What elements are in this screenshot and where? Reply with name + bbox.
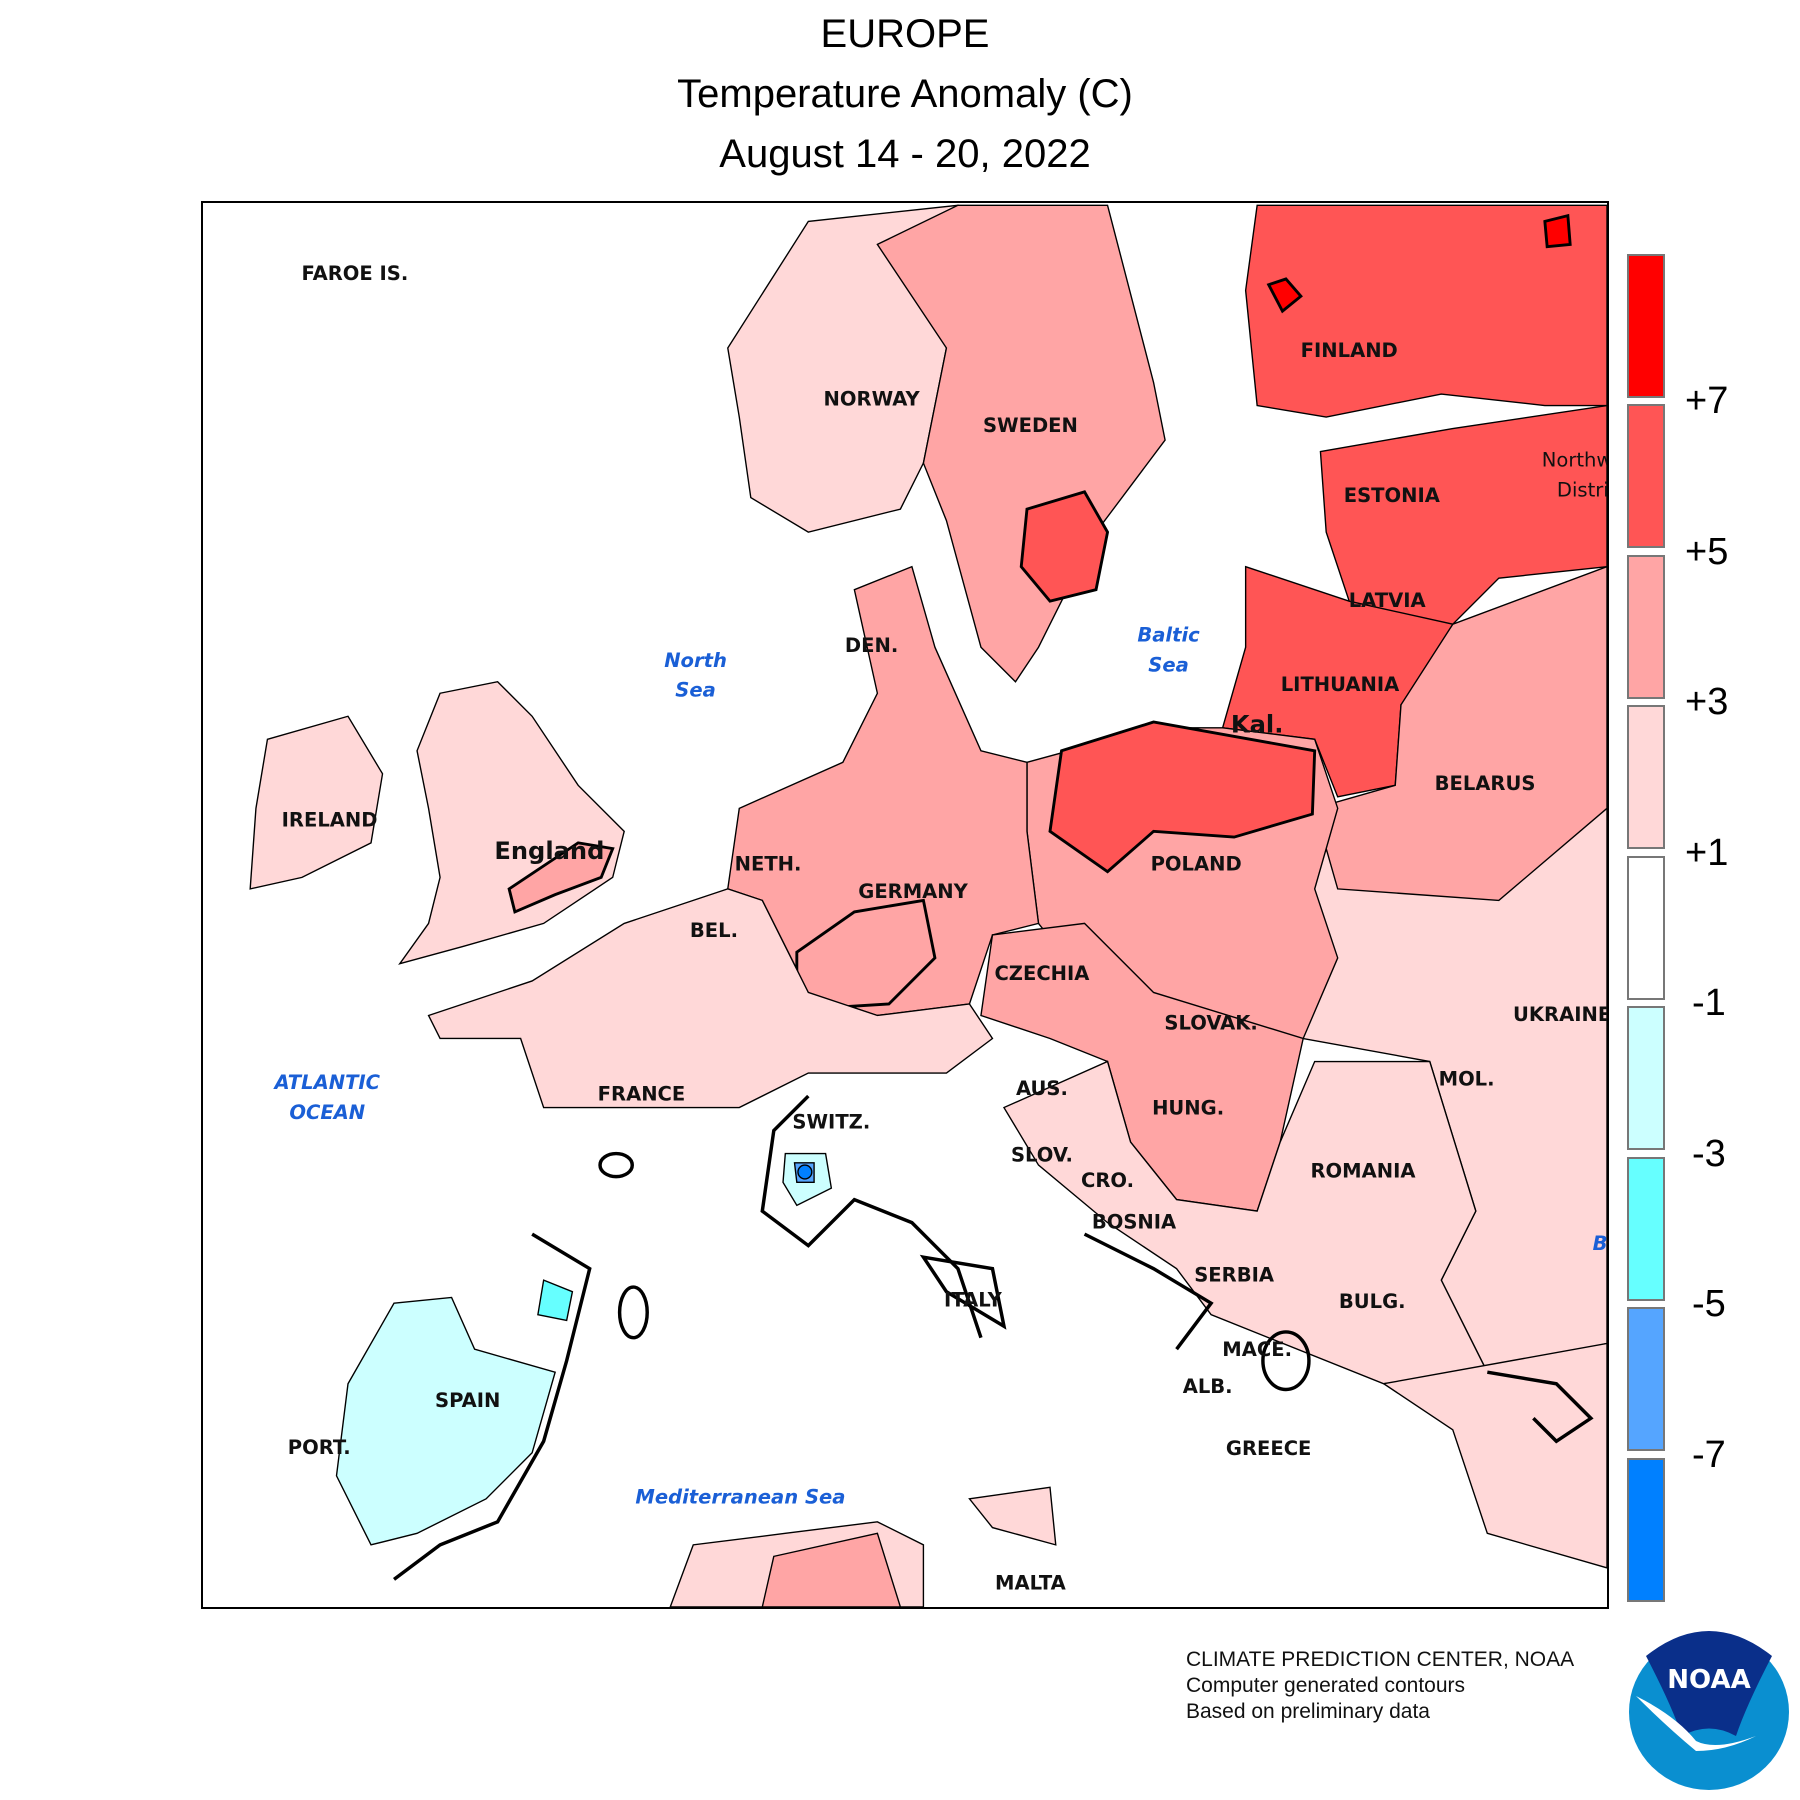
sea-black: B [1593,1232,1607,1255]
noaa-logo-text: NOAA [1667,1665,1750,1695]
label-faroe: FAROE IS. [301,262,408,285]
label-northwest-1: Northw [1542,449,1607,472]
legend-tick: +7 [1685,380,1729,422]
legend-tick: +3 [1685,681,1729,723]
zero-contours [393,1094,1594,1581]
footer-note-data: Based on preliminary data [1186,1700,1430,1723]
label-france: FRANCE [598,1083,686,1106]
legend-tick: +1 [1685,832,1729,874]
legend-bin-above-7 [1627,254,1665,398]
label-portugal: PORT. [288,1436,351,1459]
label-bosnia: BOSNIA [1092,1210,1177,1233]
label-belgium: BEL. [690,919,738,942]
map-region-title: EUROPE [820,12,990,56]
label-italy: ITALY [944,1289,1003,1312]
footer-note-contours: Computer generated contours [1186,1674,1465,1697]
label-netherlands: NETH. [735,852,802,875]
map-variable-title: Temperature Anomaly (C) [677,72,1133,116]
label-bulgaria: BULG. [1339,1290,1406,1313]
sea-mediterranean: Mediterranean Sea [635,1485,845,1508]
label-moldova: MOL. [1439,1068,1495,1091]
label-czechia: CZECHIA [994,962,1090,985]
label-england: England [494,837,604,865]
legend-bin-minus1-3 [1627,1006,1665,1150]
label-ireland: IRELAND [282,809,378,832]
label-estonia: ESTONIA [1344,484,1441,507]
label-kaliningrad: Kal. [1231,710,1283,738]
label-macedonia: MACE. [1222,1338,1292,1361]
legend-tick: -3 [1692,1133,1726,1175]
sea-atlantic-2: OCEAN [289,1101,365,1124]
label-ukraine: UKRAINE [1513,1003,1607,1026]
legend-tick: -5 [1692,1283,1726,1325]
label-hungary: HUNG. [1152,1096,1224,1119]
legend-bin-neutral [1627,856,1665,1000]
anomaly-fills [249,204,1608,1608]
label-malta: MALTA [995,1572,1067,1595]
noaa-logo: NOAA [1629,1631,1789,1790]
legend-bin-minus5-7 [1627,1307,1665,1451]
label-finland: FINLAND [1301,339,1398,362]
label-slovenia: SLOV. [1011,1144,1073,1167]
label-croatia: CRO. [1081,1169,1134,1192]
label-norway: NORWAY [824,388,921,411]
legend-tick: +5 [1685,531,1729,573]
label-greece: GREECE [1226,1437,1312,1460]
label-lithuania: LITHUANIA [1281,673,1400,696]
label-spain: SPAIN [435,1389,500,1412]
label-latvia: LATVIA [1349,589,1427,612]
legend-bin-5-7 [1627,404,1665,548]
label-serbia: SERBIA [1194,1263,1275,1286]
label-germany: GERMANY [858,880,968,903]
anomaly-map: FAROE IS. NORWAY SWEDEN FINLAND ESTONIA … [201,201,1613,1609]
label-switzerland: SWITZ. [792,1110,870,1133]
map-period-title: August 14 - 20, 2022 [719,132,1091,176]
footer-source: CLIMATE PREDICTION CENTER, NOAA [1186,1648,1575,1671]
label-denmark: DEN. [845,634,898,657]
label-slovakia: SLOVAK. [1164,1011,1257,1034]
sea-north-2: Sea [675,679,716,702]
label-sweden: SWEDEN [983,414,1078,437]
label-poland: POLAND [1151,852,1242,875]
legend-bin-minus3-5 [1627,1157,1665,1301]
sea-baltic-1: Baltic [1137,623,1200,646]
label-albania: ALB. [1183,1375,1233,1398]
label-romania: ROMANIA [1311,1160,1417,1183]
legend-bin-3-5 [1627,555,1665,699]
sea-baltic-2: Sea [1148,653,1189,676]
legend-bin-below-7 [1627,1458,1665,1602]
legend-tick: -1 [1692,982,1726,1024]
sea-north-1: North [664,649,727,672]
label-austria: AUS. [1016,1077,1068,1100]
label-northwest-2: Distri [1557,478,1607,501]
map-labels: FAROE IS. NORWAY SWEDEN FINLAND ESTONIA … [273,262,1613,1595]
sea-atlantic-1: ATLANTIC [273,1071,381,1094]
legend-bin-1-3 [1627,705,1665,849]
label-belarus: BELARUS [1435,772,1536,795]
legend-tick: -7 [1692,1434,1726,1476]
